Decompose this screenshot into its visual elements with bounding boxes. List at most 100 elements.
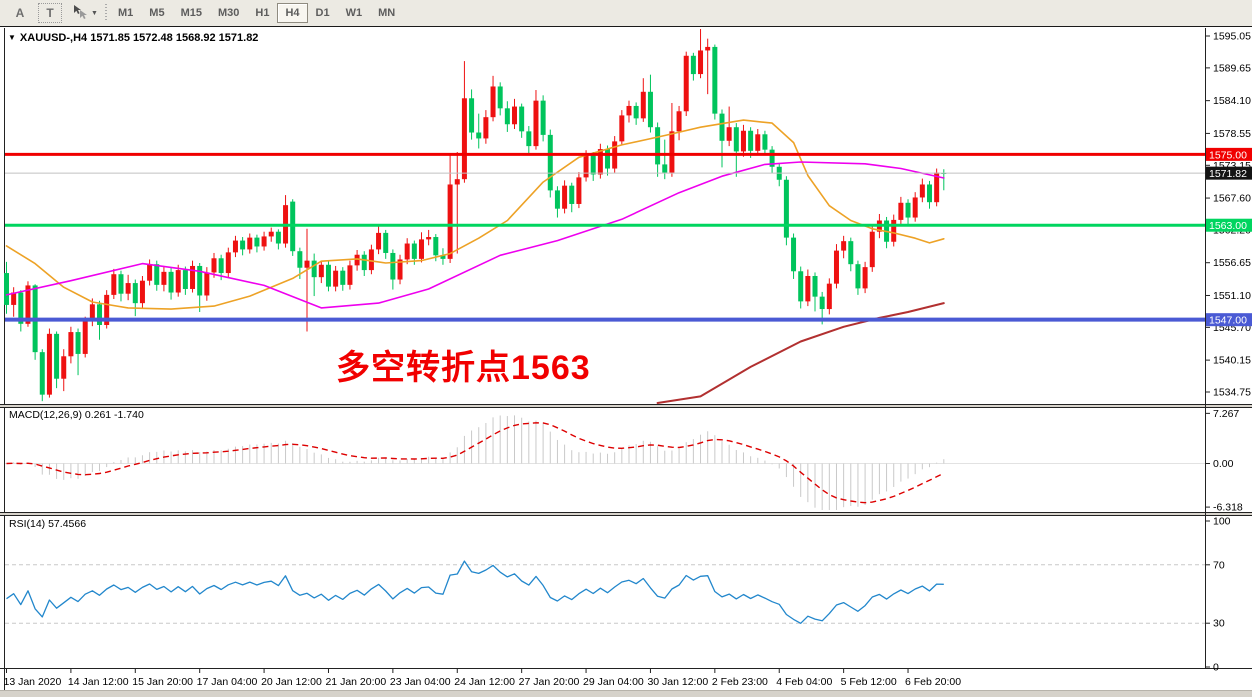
- time-tick-label[interactable]: 14 Jan 12:00: [68, 676, 129, 688]
- chart-title-text: XAUUSD-,H4 1571.85 1572.48 1568.92 1571.…: [19, 32, 259, 44]
- time-tick-label[interactable]: 13 Jan 2020: [4, 676, 62, 688]
- macd-signal-line: [6, 422, 945, 504]
- candle-body: [626, 105, 632, 116]
- candle-body: [905, 202, 911, 218]
- pane-divider[interactable]: [0, 515, 1252, 516]
- candle-body: [147, 264, 153, 281]
- price-badge-1563.00: [1206, 218, 1252, 232]
- ma-long-line[interactable]: [656, 302, 945, 404]
- macd-axis-label: -6.318: [1213, 502, 1243, 514]
- time-tick-label[interactable]: 27 Jan 20:00: [519, 676, 580, 688]
- time-tick-label[interactable]: 4 Feb 04:00: [776, 676, 832, 688]
- time-tick-label[interactable]: 30 Jan 12:00: [647, 676, 708, 688]
- rsi-axis-label: 70: [1213, 559, 1225, 571]
- pane-divider-gutter[interactable]: [0, 405, 1252, 407]
- timeframe-button-M30[interactable]: M30: [217, 7, 240, 19]
- price-badge-label: 1547.00: [1209, 315, 1247, 327]
- candle-body: [533, 100, 539, 147]
- candle-body: [898, 202, 904, 220]
- timeframe-button-M5[interactable]: M5: [149, 7, 165, 19]
- candle-body: [554, 190, 560, 209]
- candle-body: [662, 164, 668, 173]
- candle-body: [805, 275, 811, 302]
- ma-slow-line[interactable]: [5, 161, 945, 309]
- candle-body: [762, 134, 768, 150]
- timeframe-button-MN[interactable]: MN: [378, 7, 396, 19]
- cursor-tools-button[interactable]: ▼: [68, 3, 102, 23]
- timeframe-button-D1[interactable]: D1: [315, 7, 330, 19]
- rsi-axis-label: 0: [1213, 662, 1219, 674]
- candle-body: [841, 241, 847, 251]
- candle-body: [862, 267, 868, 289]
- pane-divider[interactable]: [0, 404, 1252, 405]
- time-tick-label[interactable]: 5 Feb 12:00: [841, 676, 897, 688]
- candle-body: [154, 264, 160, 285]
- pane-divider[interactable]: [0, 512, 1252, 513]
- candle-body: [698, 50, 704, 75]
- candle-body: [633, 105, 639, 119]
- time-tick-label[interactable]: 24 Jan 12:00: [454, 676, 515, 688]
- time-tick-label[interactable]: 21 Jan 20:00: [325, 676, 386, 688]
- candle-body: [912, 197, 918, 218]
- pane-divider-gutter[interactable]: [0, 513, 1252, 515]
- candle-body: [712, 46, 718, 114]
- time-tick-label[interactable]: 20 Jan 12:00: [261, 676, 322, 688]
- candle-body: [318, 264, 324, 278]
- timeframe-button-H4[interactable]: H4: [277, 3, 308, 23]
- candle-body: [297, 251, 303, 268]
- toolbar: A T ▼ M1 M5 M15 M30 H1 H4 D1 W1 MN: [0, 0, 1252, 27]
- candle-body: [748, 130, 754, 151]
- price-axis-separator[interactable]: [1205, 28, 1206, 668]
- candle-body: [490, 86, 496, 118]
- candle-body: [39, 352, 45, 395]
- candle-body: [204, 272, 210, 296]
- candle-body: [755, 134, 761, 151]
- time-tick-label[interactable]: 2 Feb 23:00: [712, 676, 768, 688]
- toolbar-grip[interactable]: [104, 4, 108, 22]
- timeframe-button-M15[interactable]: M15: [180, 7, 202, 19]
- candle-body: [390, 252, 396, 280]
- candle-body: [540, 100, 546, 135]
- chart-left-border: [4, 28, 5, 690]
- time-tick-label[interactable]: 6 Feb 20:00: [905, 676, 961, 688]
- price-tick-label: 1540.15: [1213, 355, 1251, 367]
- candle-body: [605, 149, 611, 169]
- candle-body: [333, 270, 339, 287]
- candle-body: [111, 274, 117, 295]
- annotation-text[interactable]: 多空转折点1563: [336, 349, 591, 387]
- collapse-triangle-icon[interactable]: ▼: [8, 33, 16, 42]
- text-tool-button[interactable]: T: [38, 3, 62, 23]
- candle-body: [812, 275, 818, 297]
- timeframe-button-M1[interactable]: M1: [118, 7, 134, 19]
- timeframe-button-H1[interactable]: H1: [255, 7, 270, 19]
- candle-body: [340, 270, 346, 285]
- candle-body: [855, 264, 861, 289]
- time-tick-label[interactable]: 17 Jan 04:00: [197, 676, 258, 688]
- ma-fast-line[interactable]: [5, 119, 945, 310]
- candle-body: [476, 132, 482, 139]
- price-tick-label: 1578.55: [1213, 128, 1251, 140]
- candle-body: [268, 231, 274, 237]
- price-tick-label: 1534.75: [1213, 387, 1251, 399]
- candle-body: [190, 265, 196, 289]
- candle-body: [304, 260, 310, 268]
- pane-divider[interactable]: [0, 407, 1252, 408]
- time-tick-label[interactable]: 23 Jan 04:00: [390, 676, 451, 688]
- candle-body: [676, 111, 682, 132]
- price-badge-1571.82: [1206, 166, 1252, 180]
- time-tick-label[interactable]: 15 Jan 20:00: [132, 676, 193, 688]
- candle-body: [347, 265, 353, 285]
- candle-body: [690, 55, 696, 75]
- time-tick-label[interactable]: 29 Jan 04:00: [583, 676, 644, 688]
- font-tool-button[interactable]: A: [15, 6, 25, 20]
- price-tick-label: 1551.10: [1213, 290, 1251, 302]
- candle-body: [254, 237, 260, 247]
- candle-body: [376, 232, 382, 250]
- timeframe-button-W1[interactable]: W1: [345, 7, 363, 19]
- candle-body: [597, 149, 603, 175]
- chart-background[interactable]: [0, 28, 1252, 690]
- candle-body: [791, 237, 797, 272]
- candle-body: [168, 271, 174, 293]
